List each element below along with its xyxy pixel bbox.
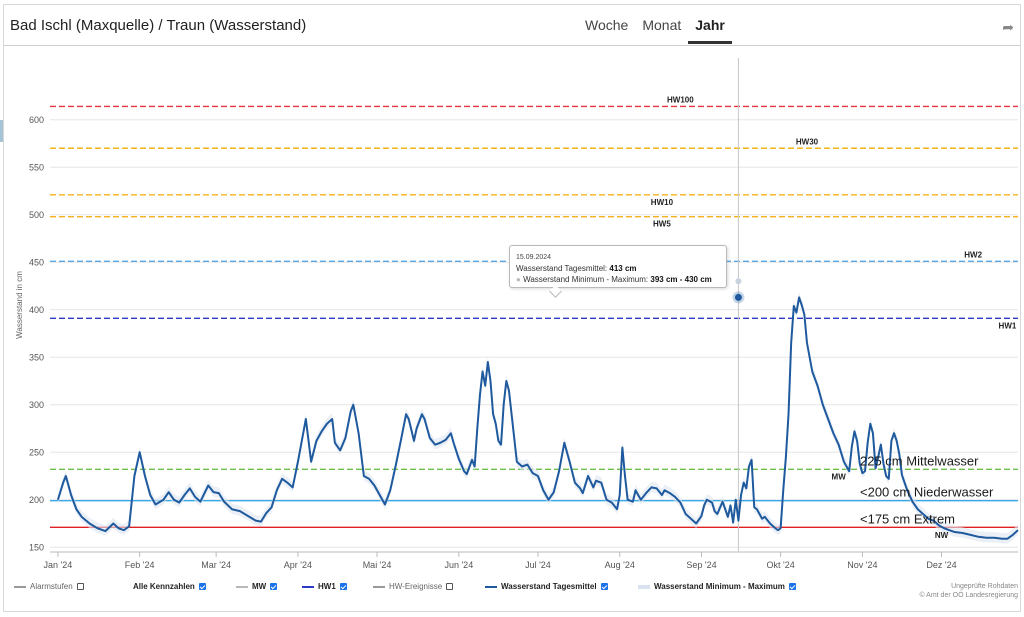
series-line [56,296,1019,540]
legend-label: Alle Kennzahlen [133,582,195,591]
legend-item-alarmstufen[interactable]: Alarmstufen [14,582,84,591]
legend: Alarmstufen Alle Kennzahlen MW HW1 HW-Er… [0,578,1024,602]
y-tick-label: 150 [29,542,44,552]
legend-label: Wasserstand Minimum - Maximum [654,582,785,591]
x-tick-label: Jan '24 [44,560,73,570]
legend-swatch [236,585,248,588]
legend-checkbox[interactable] [198,583,206,590]
y-tick-label: 500 [29,210,44,220]
x-tick-label: Aug '24 [605,560,635,570]
x-tick-label: Sep '24 [686,560,716,570]
legend-checkbox[interactable] [76,583,84,590]
tooltip-mean-value: 413 cm [609,264,637,273]
x-tick-label: Dez '24 [926,560,956,570]
reference-line-label: MW [832,472,847,481]
tab-woche[interactable]: Woche [585,17,629,33]
x-tick-label: Feb '24 [125,560,155,570]
x-tick-label: Okt '24 [766,560,794,570]
chart-header: Bad Ischl (Maxquelle) / Traun (Wassersta… [4,5,1020,46]
reference-line-label: HW1 [999,321,1017,330]
legend-checkbox[interactable] [600,583,608,590]
annotation-text: <175 cm Extrem [860,511,955,526]
period-tabs: Woche Monat Jahr [578,17,732,44]
legend-checkbox[interactable] [446,583,454,590]
legend-label: HW1 [318,582,336,591]
tooltip-range-label: Wasserstand Minimum - Maximum: [523,275,649,284]
legend-swatch [373,585,385,588]
tooltip-mean: Wasserstand Tagesmittel: 413 cm [516,263,720,274]
annotation-text: <200 cm Niederwasser [860,485,994,500]
share-arrow-icon[interactable]: ➦ [1002,19,1014,35]
range-max-marker [735,278,742,285]
reference-line-label: HW10 [651,198,674,207]
x-tick-label: Apr '24 [284,560,312,570]
tooltip: 15.09.2024 Wasserstand Tagesmittel: 413 … [509,245,727,288]
legend-swatch [14,585,26,588]
reference-line-label: HW30 [796,137,819,146]
x-tick-label: Jul '24 [525,560,551,570]
legend-checkbox[interactable] [270,583,278,590]
legend-swatch [302,585,314,588]
nw-label: NW [935,531,949,540]
annotation-text: 225 cm Mittelwasser [860,453,979,468]
legend-item-tagesmittel[interactable]: Wasserstand Tagesmittel [485,582,608,591]
credit-line-1: Ungeprüfte Rohdaten [951,583,1018,590]
legend-label: Wasserstand Tagesmittel [501,582,597,591]
x-tick-label: Jun '24 [444,560,473,570]
legend-swatch [638,584,650,589]
reference-line-label: HW2 [964,250,982,259]
reference-line-label: HW5 [653,220,671,229]
y-tick-label: 300 [29,400,44,410]
y-tick-label: 400 [29,305,44,315]
min-max-band [57,291,1019,544]
tab-jahr[interactable]: Jahr [688,17,732,44]
y-tick-label: 200 [29,495,44,505]
legend-item-hw1[interactable]: HW1 [302,582,347,591]
y-tick-label: 600 [29,115,44,125]
tooltip-range: ● Wasserstand Minimum - Maximum: 393 cm … [516,274,720,285]
chart-panel [3,4,1021,612]
chart-title: Bad Ischl (Maxquelle) / Traun (Wassersta… [10,17,307,34]
credit-line-2: © Amt der OÖ Landesregierung [919,592,1018,599]
legend-item-alle-kennzahlen[interactable]: Alle Kennzahlen [133,582,206,591]
legend-checkbox[interactable] [788,583,796,590]
legend-label: MW [252,582,267,591]
x-tick-label: Mar '24 [201,560,231,570]
tooltip-range-value: 393 cm - 430 cm [650,275,712,284]
legend-item-min-max[interactable]: Wasserstand Minimum - Maximum [638,582,796,591]
y-tick-label: 550 [29,162,44,172]
y-axis-label: Wasserstand in cm [15,271,24,339]
y-tick-label: 250 [29,447,44,457]
tooltip-date: 15.09.2024 [516,254,552,261]
left-edge-marker [0,120,3,142]
y-tick-label: 350 [29,352,44,362]
legend-swatch [485,585,497,588]
tooltip-mean-label: Wasserstand Tagesmittel: [516,264,608,273]
legend-item-mw[interactable]: MW [236,582,278,591]
point-marker [734,293,742,301]
range-dot-icon: ● [516,275,521,284]
legend-checkbox[interactable] [339,583,347,590]
tab-monat[interactable]: Monat [642,17,682,33]
x-tick-label: Mai '24 [363,560,392,570]
legend-label: Alarmstufen [30,582,73,591]
x-tick-label: Nov '24 [847,560,877,570]
reference-line-label: HW100 [667,95,694,104]
legend-item-hw-ereignisse[interactable]: HW-Ereignisse [373,582,454,591]
credit: Ungeprüfte Rohdaten © Amt der OÖ Landesr… [919,582,1018,600]
legend-label: HW-Ereignisse [389,582,443,591]
y-tick-label: 450 [29,257,44,267]
